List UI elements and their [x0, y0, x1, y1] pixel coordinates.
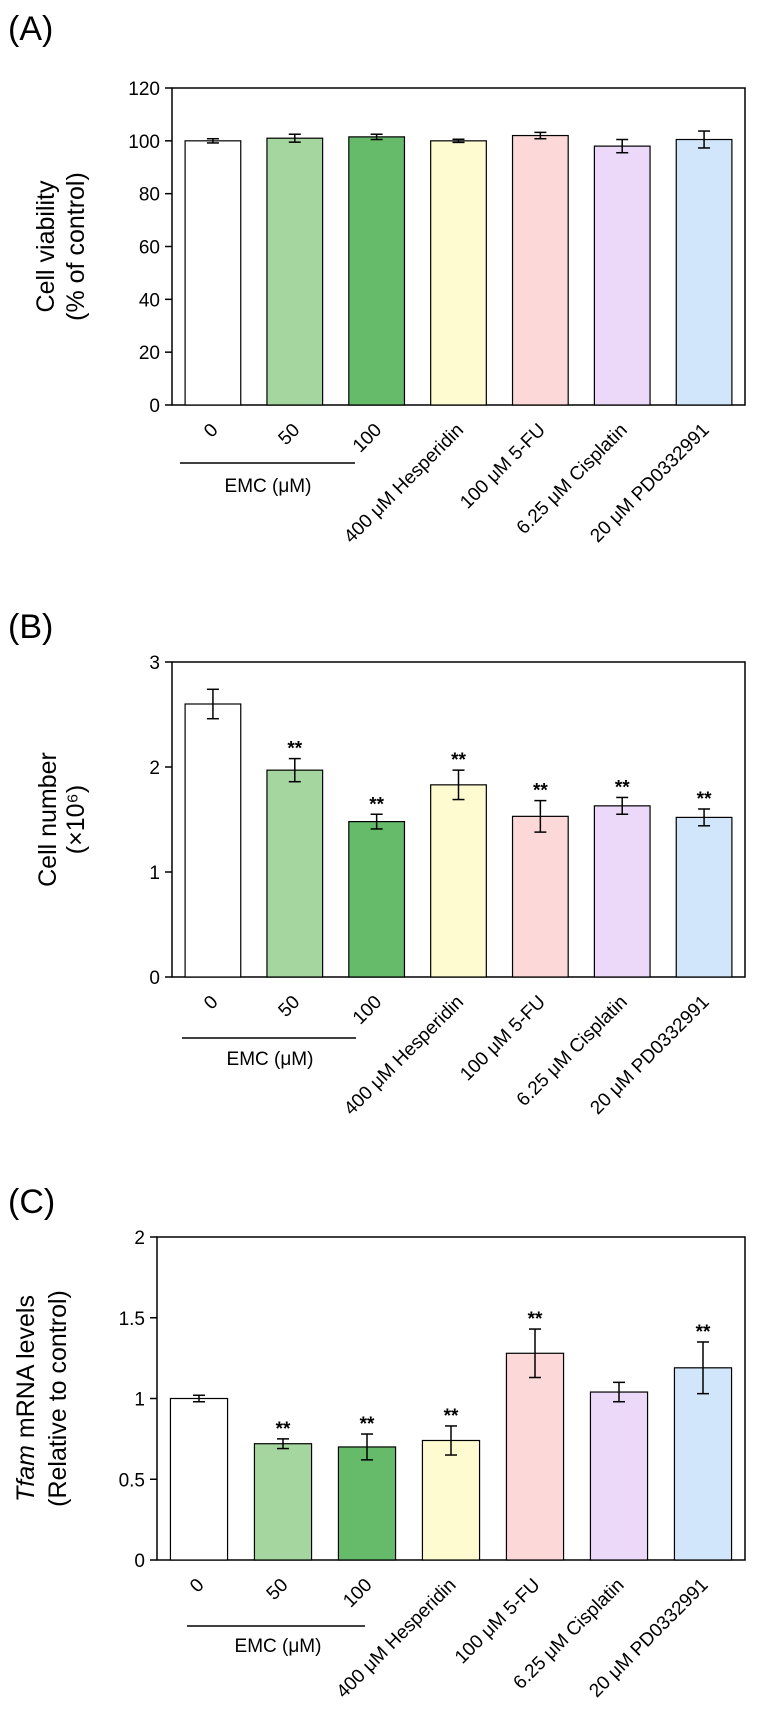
- panel-label: (A): [8, 10, 53, 48]
- significance-marker: **: [287, 739, 302, 760]
- bar: [421, 1439, 481, 1561]
- bar: [505, 1352, 565, 1561]
- bar: [511, 815, 569, 978]
- significance-marker: **: [615, 777, 630, 798]
- panel-2: (B)Cell number (×10⁶)01230**50**100**400 …: [8, 608, 746, 1120]
- y-tick-label: 0: [149, 396, 160, 417]
- bar: [430, 140, 487, 406]
- significance-marker: **: [369, 794, 384, 815]
- x-category-label: 0: [200, 420, 222, 442]
- bar: [673, 1367, 733, 1561]
- significance-marker: **: [276, 1419, 291, 1440]
- significance-marker: **: [360, 1414, 375, 1435]
- x-category-label: 100 μM 5-FU: [456, 420, 550, 514]
- y-tick-label: 2: [149, 758, 160, 779]
- y-axis-title-line-1: Cell viability: [32, 180, 60, 312]
- significance-marker: **: [697, 789, 712, 810]
- y-tick-label: 0: [149, 968, 160, 989]
- bar: [266, 137, 324, 406]
- panel-3: (C) Tfam mRNA levels (Relative to control)…: [8, 1183, 746, 1703]
- y-axis-title-line-2: (Relative to control): [44, 1290, 72, 1507]
- x-category-label: 100 μM 5-FU: [456, 992, 550, 1086]
- y-axis-title-rest: mRNA levels: [12, 1295, 40, 1445]
- x-category-label: 0: [200, 992, 222, 1014]
- panel-1: (A) Cell viability (% of control) 0 20 40 60 80…: [8, 10, 746, 548]
- y-tick-label: 80: [139, 185, 160, 206]
- y-axis-title-line-1: Cell number: [34, 752, 62, 887]
- bar: [430, 784, 487, 978]
- x-category-label: 50: [263, 1575, 293, 1605]
- bar: [266, 769, 324, 978]
- panel-label: (B): [8, 608, 53, 646]
- y-axis-title-italic: Tfam: [12, 1445, 40, 1502]
- y-tick-label: 1.5: [119, 1309, 145, 1330]
- bar: [593, 805, 651, 978]
- group-label: EMC (μM): [235, 1636, 322, 1657]
- panel-label: (C): [8, 1183, 55, 1221]
- bar: [589, 1391, 649, 1561]
- bar: [511, 134, 569, 406]
- y-tick-label: 120: [128, 79, 160, 100]
- y-axis-title-line-2: (% of control): [62, 172, 90, 321]
- y-tick-label: 3: [149, 653, 160, 674]
- y-tick-label: 0.5: [119, 1470, 145, 1491]
- bar: [593, 145, 651, 406]
- significance-marker: **: [451, 750, 466, 771]
- y-tick-label: 1: [134, 1390, 145, 1411]
- bar: [184, 703, 242, 978]
- y-tick-label: 0: [134, 1551, 145, 1572]
- y-tick-label: 20: [139, 343, 160, 364]
- y-tick-label: 60: [139, 238, 160, 259]
- x-category-label: 100: [349, 420, 386, 457]
- significance-marker: **: [533, 781, 548, 802]
- x-category-label: 50: [275, 992, 305, 1022]
- bar: [184, 140, 242, 406]
- significance-marker: **: [444, 1406, 459, 1427]
- x-category-label: 100 μM 5-FU: [451, 1575, 545, 1669]
- y-tick-label: 1: [149, 863, 160, 884]
- x-category-label: 50: [275, 420, 305, 450]
- significance-marker: **: [696, 1322, 711, 1343]
- y-axis-title-line-2: (×10⁶): [62, 785, 90, 854]
- significance-marker: **: [528, 1309, 543, 1330]
- bar: [337, 1446, 397, 1561]
- x-category-label: 100: [339, 1575, 376, 1612]
- bar: [675, 138, 733, 406]
- bar: [169, 1397, 229, 1561]
- group-label: EMC (μM): [225, 476, 312, 497]
- y-tick-label: 40: [139, 290, 160, 311]
- y-tick-label: 2: [134, 1228, 145, 1249]
- x-category-label: 100: [349, 992, 386, 1029]
- x-category-label: 0: [186, 1575, 208, 1597]
- group-label: EMC (μM): [227, 1049, 314, 1070]
- bar: [675, 816, 733, 978]
- bar: [348, 136, 406, 406]
- y-axis-title-line-1: Tfam mRNA levels: [12, 1295, 40, 1502]
- y-tick-label: 100: [128, 132, 160, 153]
- bar: [348, 820, 406, 978]
- bar: [253, 1443, 313, 1561]
